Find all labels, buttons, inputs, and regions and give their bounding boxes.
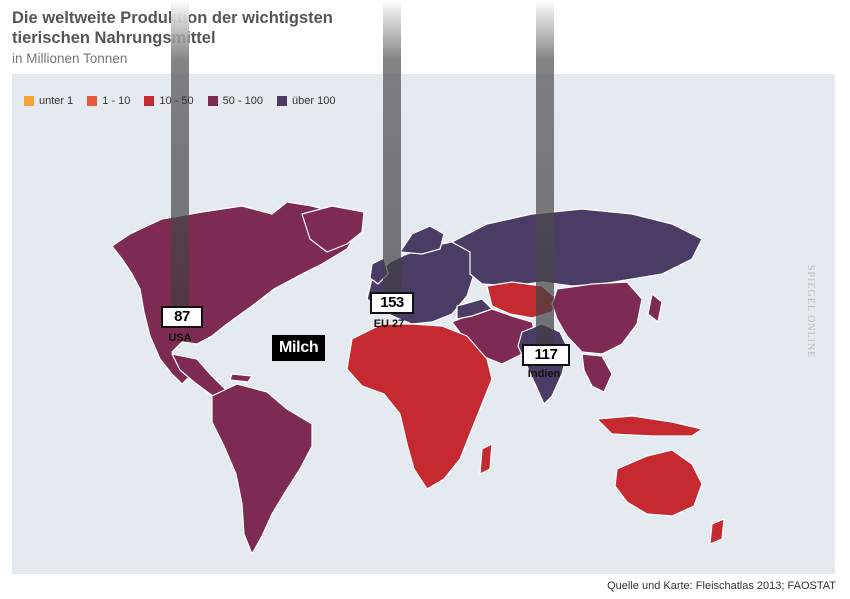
legend-label: 1 - 10	[102, 95, 131, 107]
value-bar-usa	[171, 0, 189, 312]
legend-item: über 100	[277, 95, 335, 107]
region-china	[551, 281, 643, 355]
legend-swatch	[207, 96, 218, 106]
legend-label: 50 - 100	[222, 95, 264, 107]
legend-swatch	[144, 96, 155, 106]
legend-swatch	[24, 96, 34, 106]
chart-subtitle: in Millionen Tonnen	[12, 51, 128, 66]
legend-item: 10 - 50	[144, 95, 194, 107]
callout-value-usa: 87	[161, 306, 203, 328]
region-scandinavia	[399, 225, 445, 255]
region-russia	[451, 208, 703, 287]
chart-title: Die weltweite Produktion der wichtigsten…	[12, 9, 333, 47]
region-new-zealand	[709, 518, 725, 545]
region-turkey-iran	[456, 298, 493, 320]
product-label: Milch	[272, 335, 326, 361]
source-note: Quelle und Karte: Fleischatlas 2013; FAO…	[607, 580, 836, 592]
legend-swatch	[87, 96, 98, 106]
legend-label: 10 - 50	[159, 95, 194, 107]
world-map	[12, 74, 835, 574]
callout-value-eu: 153	[370, 292, 414, 314]
callout-name-eu: EU 27	[373, 318, 405, 330]
region-indonesia	[596, 415, 703, 437]
watermark-logo: SPIEGEL ONLINE	[805, 265, 816, 359]
legend-item: 1 - 10	[87, 95, 130, 107]
legend: unter 1 1 - 10 10 - 50 50 - 100 über 100	[24, 95, 335, 107]
legend-swatch	[277, 96, 288, 106]
callout-name-india: Indien	[527, 368, 561, 380]
callout-value-india: 117	[522, 344, 570, 366]
region-japan	[647, 293, 663, 323]
region-caribbean	[229, 373, 253, 383]
region-southeast-asia	[581, 353, 613, 393]
legend-item: unter 1	[24, 95, 73, 107]
region-australia	[614, 449, 703, 517]
region-south-america	[211, 383, 313, 555]
region-madagascar	[479, 443, 493, 475]
world-map-svg	[111, 201, 725, 555]
value-bar-eu	[383, 0, 401, 298]
legend-label: unter 1	[39, 95, 74, 107]
legend-label: über 100	[292, 95, 336, 107]
callout-name-usa: USA	[168, 332, 192, 344]
region-africa	[346, 323, 493, 490]
legend-item: 50 - 100	[207, 95, 264, 107]
region-greenland	[301, 205, 365, 253]
value-bar-india	[536, 0, 554, 348]
